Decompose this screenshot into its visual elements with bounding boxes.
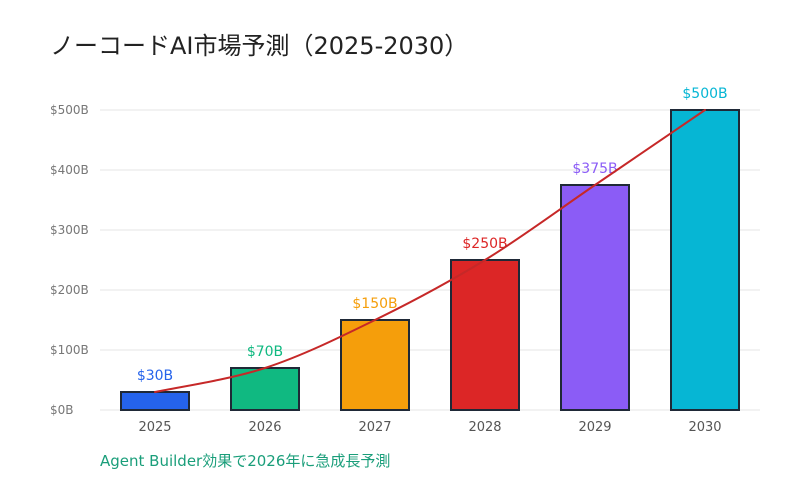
chart-annotation: Agent Builder効果で2026年に急成長予測 xyxy=(100,452,391,470)
y-tick-label: $0B xyxy=(50,403,74,417)
grid-lines xyxy=(100,109,760,411)
data-label: $150B xyxy=(352,296,397,312)
bar-2027 xyxy=(340,319,410,411)
bar-2025 xyxy=(120,391,190,411)
y-axis-tick-labels: $0B $100B $200B $300B $400B $500B xyxy=(50,103,89,417)
data-label: $250B xyxy=(462,236,507,252)
data-label: $30B xyxy=(137,368,173,384)
bar-2030 xyxy=(670,109,740,411)
trend-line-path xyxy=(154,109,706,393)
bars xyxy=(120,109,740,411)
y-tick-label: $500B xyxy=(50,103,89,117)
x-tick-label: 2029 xyxy=(578,420,611,435)
x-tick-label: 2026 xyxy=(248,420,281,435)
data-labels: $30B $70B $150B $250B $375B $500B xyxy=(137,86,728,384)
bar-2028 xyxy=(450,259,520,411)
data-label: $375B xyxy=(572,161,617,177)
y-tick-label: $300B xyxy=(50,223,89,237)
x-tick-label: 2025 xyxy=(138,420,171,435)
data-label: $70B xyxy=(247,344,283,360)
y-tick-label: $100B xyxy=(50,343,89,357)
x-axis-tick-labels: 2025 2026 2027 2028 2029 2030 xyxy=(138,420,721,435)
x-tick-label: 2028 xyxy=(468,420,501,435)
chart-title: ノーコードAI市場予測（2025-2030） xyxy=(50,32,469,60)
x-tick-label: 2027 xyxy=(358,420,391,435)
y-tick-label: $200B xyxy=(50,283,89,297)
trend-line xyxy=(154,109,706,393)
bar-2029 xyxy=(560,184,630,411)
y-tick-label: $400B xyxy=(50,163,89,177)
data-label: $500B xyxy=(682,86,727,102)
x-tick-label: 2030 xyxy=(688,420,721,435)
